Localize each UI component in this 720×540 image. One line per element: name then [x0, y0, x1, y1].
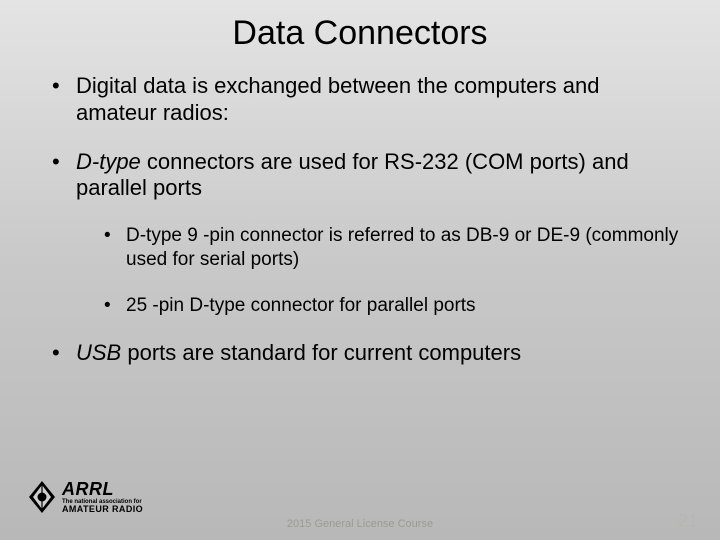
sub-bullet-item: D-type 9 -pin connector is referred to a… [104, 224, 680, 272]
footer-text: 2015 General License Course [0, 518, 720, 530]
slide-content: Digital data is exchanged between the co… [0, 73, 720, 366]
bullet-text: 25 -pin D-type connector for parallel po… [126, 295, 476, 316]
sub-bullet-list: D-type 9 -pin connector is referred to a… [76, 224, 680, 317]
bullet-item: D-type connectors are used for RS-232 (C… [52, 149, 680, 318]
slide-title: Data Connectors [0, 14, 720, 53]
sub-bullet-item: 25 -pin D-type connector for parallel po… [104, 294, 680, 318]
logo-text-block: ARRL The national association for AMATEU… [62, 480, 143, 514]
logo-sub2: AMATEUR RADIO [62, 505, 143, 514]
bullet-item: USB ports are standard for current compu… [52, 340, 680, 367]
page-number: 21 [678, 511, 698, 532]
slide: Data Connectors Digital data is exchange… [0, 0, 720, 540]
bullet-text: connectors are used for RS-232 (COM port… [76, 149, 629, 201]
bullet-text-italic: D-type [76, 149, 141, 174]
arrl-logo: ARRL The national association for AMATEU… [28, 480, 143, 514]
bullet-text: Digital data is exchanged between the co… [76, 73, 599, 125]
arrl-diamond-icon [28, 480, 56, 514]
bullet-text: D-type 9 -pin connector is referred to a… [126, 225, 678, 270]
bullet-text-italic: USB [76, 340, 121, 365]
bullet-item: Digital data is exchanged between the co… [52, 73, 680, 127]
bullet-text: ports are standard for current computers [121, 340, 521, 365]
bullet-list: Digital data is exchanged between the co… [52, 73, 680, 366]
logo-main: ARRL [62, 480, 143, 498]
